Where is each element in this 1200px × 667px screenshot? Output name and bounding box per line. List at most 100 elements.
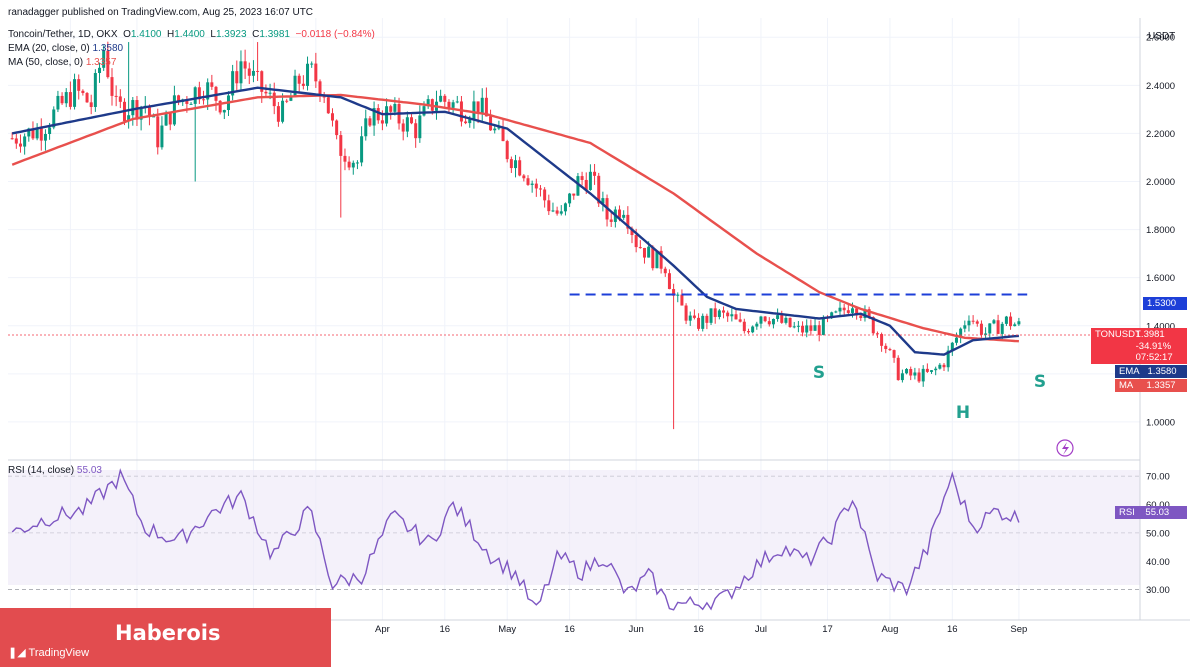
candle-body	[443, 95, 447, 102]
candle-body	[655, 250, 659, 269]
time-tick-label: 16	[564, 624, 575, 635]
ticker-price: 1.3981	[1135, 329, 1165, 340]
candle-body	[414, 123, 418, 139]
open-value: 1.4100	[130, 29, 162, 40]
candle-body	[39, 128, 43, 141]
candle-body	[547, 200, 551, 212]
candle-body	[518, 160, 522, 176]
candle-body	[746, 331, 750, 333]
candle-body	[147, 105, 151, 117]
right-shoulder-label: S	[1034, 372, 1046, 392]
candle-body	[355, 162, 359, 164]
candle-body	[988, 323, 992, 334]
candle-body	[455, 101, 459, 103]
candle-body	[526, 178, 530, 185]
rsi-legend[interactable]: RSI (14, close) 55.03	[8, 465, 102, 476]
rsi-axis-ticks: 70.00 60.00 50.00 40.00 30.00	[1146, 472, 1170, 596]
close-value: 1.3981	[259, 29, 290, 40]
candle-body	[206, 82, 210, 100]
change-value: −0.0118 (−0.84%)	[295, 29, 375, 40]
candle-body	[472, 101, 476, 120]
candle-body	[767, 321, 771, 325]
rsi-line	[11, 468, 1020, 611]
candle-body	[1013, 324, 1017, 327]
rsi-tick-label: 30.00	[1146, 585, 1170, 596]
ticker-change: -34.91%	[1135, 340, 1172, 352]
candle-body	[705, 315, 709, 323]
candle-body	[260, 71, 264, 92]
candle-body	[900, 373, 904, 381]
candle-body	[726, 312, 730, 317]
candle-body	[185, 99, 189, 104]
candle-body	[734, 314, 738, 320]
candle-body	[597, 175, 601, 204]
candle-body	[60, 95, 64, 104]
candle-body	[81, 90, 85, 94]
candle-body	[135, 100, 139, 120]
candle-body	[880, 334, 884, 346]
publish-line: ranadagger published on TradingView.com,…	[8, 7, 314, 18]
candle-body	[89, 102, 93, 108]
candle-body	[934, 368, 938, 371]
candle-body	[867, 309, 871, 318]
candle-body	[68, 92, 72, 107]
candle-body	[755, 323, 759, 327]
candle-body	[892, 350, 896, 358]
price-tick-label: 1.4000	[1146, 321, 1175, 332]
flash-icon[interactable]	[1056, 439, 1074, 457]
candle-body	[538, 188, 542, 190]
candle-body	[235, 71, 239, 84]
candle-body	[601, 198, 605, 204]
candle-body	[638, 247, 642, 249]
candle-body	[979, 323, 983, 335]
candle-body	[921, 368, 925, 382]
candle-body	[618, 209, 622, 218]
candle-body	[177, 95, 181, 102]
candle-body	[672, 289, 676, 296]
candle-body	[730, 314, 734, 317]
price-tick-label: 1.8000	[1146, 225, 1175, 236]
candle-body	[759, 316, 763, 324]
candle-body	[197, 87, 201, 100]
candle-body	[256, 70, 260, 72]
candle-body	[1009, 316, 1013, 327]
candle-body	[522, 175, 526, 179]
candle-body	[322, 96, 326, 98]
candle-body	[697, 317, 701, 329]
ma-legend[interactable]: MA (50, close, 0) 1.3357	[8, 57, 117, 68]
candle-body	[842, 307, 846, 311]
candle-body	[23, 136, 27, 147]
candle-body	[514, 160, 518, 169]
ema-legend[interactable]: EMA (20, close, 0) 1.3580	[8, 43, 124, 54]
candle-body	[139, 106, 143, 120]
candle-body	[476, 101, 480, 114]
candle-body	[817, 325, 821, 335]
candle-body	[193, 87, 197, 104]
candle-body	[339, 135, 343, 156]
candle-body	[251, 70, 255, 76]
tradingview-logo: ❚◢ TradingView	[8, 647, 90, 659]
candle-body	[509, 159, 513, 169]
candle-body	[10, 138, 14, 140]
candle-body	[913, 372, 917, 376]
candle-body	[314, 63, 318, 82]
candle-body	[563, 203, 567, 212]
candle-body	[114, 95, 118, 97]
candle-body	[172, 95, 176, 125]
candle-body	[156, 116, 160, 148]
candle-body	[967, 320, 971, 326]
left-shoulder-label: S	[813, 363, 825, 383]
candle-body	[160, 125, 164, 148]
candle-body	[376, 108, 380, 121]
candle-body	[821, 317, 825, 335]
candle-body	[992, 320, 996, 324]
candle-body	[56, 95, 60, 110]
candle-body	[959, 328, 963, 338]
candle-body	[247, 68, 251, 76]
candle-body	[813, 325, 817, 331]
candle-body	[659, 250, 663, 269]
candle-body	[360, 136, 364, 163]
candle-body	[717, 310, 721, 317]
low-value: 1.3923	[215, 29, 247, 40]
candle-body	[281, 100, 285, 122]
